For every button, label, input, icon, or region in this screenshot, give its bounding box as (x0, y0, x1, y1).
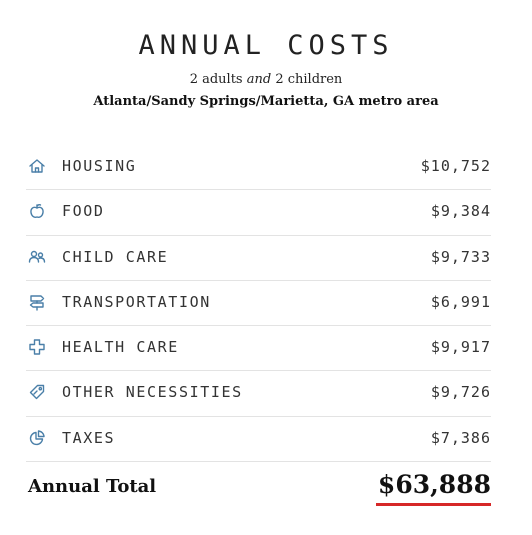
cost-label: CHILD CARE (62, 247, 169, 266)
subtitle-children: 2 children (271, 72, 343, 87)
cost-list: HOUSING $10,752 FOOD $9,384 CHILD CARE $… (26, 145, 491, 463)
cost-amount: $10,752 (420, 157, 491, 175)
tag-icon (28, 383, 46, 401)
cost-label: TAXES (62, 428, 116, 447)
cost-label: TRANSPORTATION (62, 292, 211, 311)
cost-row-transportation: TRANSPORTATION $6,991 (26, 281, 491, 327)
subtitle-and: and (246, 72, 272, 87)
cost-amount: $9,733 (430, 247, 491, 266)
medical-cross-icon (28, 338, 46, 356)
cost-row-food: FOOD $9,384 (26, 190, 491, 236)
pie-chart-icon (28, 429, 46, 447)
apple-icon (28, 202, 46, 220)
cost-row-other-necessities: OTHER NECESSITIES $9,726 (26, 371, 491, 417)
cost-amount: $7,386 (430, 428, 491, 447)
cost-label: HEALTH CARE (62, 338, 179, 357)
cost-row-health-care: HEALTH CARE $9,917 (26, 326, 491, 372)
subtitle-adults: 2 adults (189, 72, 247, 87)
annual-total-amount: $63,888 (377, 470, 491, 499)
page-title: ANNUAL COSTS (138, 30, 394, 61)
cost-label: OTHER NECESSITIES (62, 383, 243, 402)
cost-row-taxes: TAXES $7,386 (26, 417, 491, 463)
signpost-icon (28, 293, 46, 311)
house-icon (28, 157, 46, 175)
annual-total-label: Annual Total (28, 476, 157, 497)
cost-amount: $9,726 (430, 383, 491, 402)
people-icon (28, 248, 46, 266)
cost-amount: $6,991 (430, 292, 491, 311)
cost-label: FOOD (62, 202, 105, 221)
total-underline (376, 503, 491, 506)
household-subtitle: 2 adults and 2 children (0, 72, 532, 87)
cost-amount: $9,384 (430, 202, 491, 221)
cost-label: HOUSING (62, 157, 137, 175)
cost-amount: $9,917 (430, 338, 491, 357)
cost-row-housing: HOUSING $10,752 (26, 145, 491, 191)
cost-row-child-care: CHILD CARE $9,733 (26, 236, 491, 281)
metro-area-label: Atlanta/Sandy Springs/Marietta, GA metro… (93, 94, 439, 109)
